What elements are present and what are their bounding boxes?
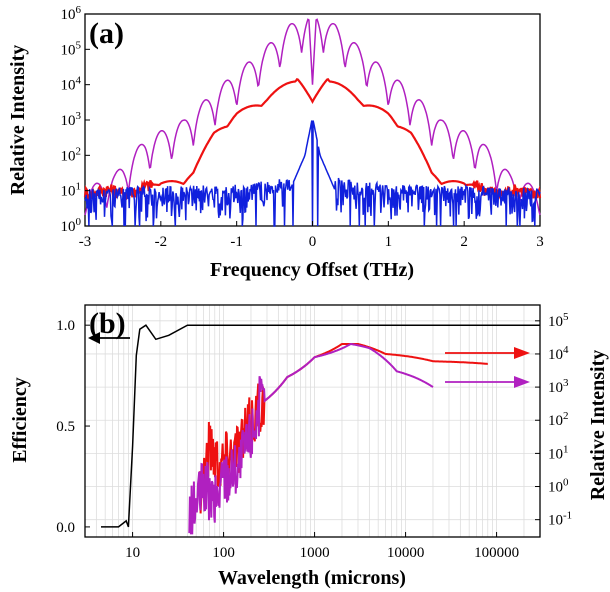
panel-a-label: (a) — [89, 17, 124, 50]
panel-b-xtick-label: 100 — [212, 545, 235, 561]
panel-b-series-line — [101, 324, 540, 528]
panel-b-ytick-left-label: 0.5 — [56, 419, 75, 435]
arrow-left-black — [88, 332, 130, 344]
panel-a-xtick-label: -3 — [79, 234, 92, 250]
panel-a-ytick-label: 100 — [61, 216, 82, 235]
panel-a-xtick-label: 3 — [536, 234, 544, 250]
panel-b-xtick-label: 1000 — [300, 545, 330, 561]
panel-b-ytick-right-label: 101 — [548, 443, 569, 462]
panel-b-ytick-right-label: 10-1 — [548, 510, 572, 529]
panel-b-xtick-label: 10 — [125, 545, 140, 561]
panel-a-xtick-label: -1 — [230, 234, 243, 250]
panel-a-series-line — [84, 18, 541, 216]
panel-b-ytick-right-label: 100 — [548, 477, 569, 496]
panel-b-ytick-right-label: 104 — [548, 344, 569, 363]
panel-a-ytick-label: 105 — [61, 39, 82, 58]
panel-a-xlabel: Frequency Offset (THz) — [210, 259, 414, 281]
panel-a-ylabel: Relative Intensity — [7, 45, 29, 196]
panel-b-xlabel: Wavelength (microns) — [218, 567, 406, 589]
panel-b-frame — [84, 304, 541, 538]
panel-a-ytick-label: 103 — [61, 110, 82, 129]
panel-a-xtick-label: -2 — [155, 234, 168, 250]
panel-a-ytick-label: 106 — [61, 4, 82, 23]
panel-b-xtick-label: 10000 — [387, 545, 425, 561]
panel-b-xtick-label: 100000 — [474, 545, 519, 561]
panel-b-series-line — [199, 343, 488, 514]
panel-a-xtick-label: 0 — [309, 234, 317, 250]
panel-a: 100 101 102 103 104 105 106 -3 -2 -1 0 1 2 3 (a) Fre… — [7, 4, 544, 281]
panel-b-ylabel-left: Efficiency — [9, 377, 31, 463]
panel-a-series-line — [83, 77, 542, 202]
panel-a-xtick-label: 1 — [385, 234, 393, 250]
panel-b: 0.0 0.5 1.0 10-1 100 101 102 103 104 105 10 100 10… — [9, 304, 609, 589]
panel-b-ylabel-right: Relative Intensity — [587, 350, 609, 501]
panel-b-ytick-right-label: 102 — [548, 410, 569, 429]
panel-a-ytick-label: 104 — [61, 75, 82, 94]
panel-a-series-line — [84, 120, 541, 227]
panel-a-ytick-label: 102 — [61, 145, 82, 164]
panel-b-series-line — [188, 342, 434, 535]
arrow-right-red — [445, 347, 530, 359]
panel-b-ytick-right-label: 105 — [548, 311, 569, 330]
panel-b-ytick-left-label: 0.0 — [56, 520, 75, 536]
panel-a-ytick-label: 101 — [61, 181, 82, 200]
arrow-right-purple — [445, 376, 530, 388]
panel-b-ytick-right-label: 103 — [548, 377, 569, 396]
panel-b-ytick-left-label: 1.0 — [56, 318, 75, 334]
panel-a-xtick-label: 2 — [460, 234, 468, 250]
